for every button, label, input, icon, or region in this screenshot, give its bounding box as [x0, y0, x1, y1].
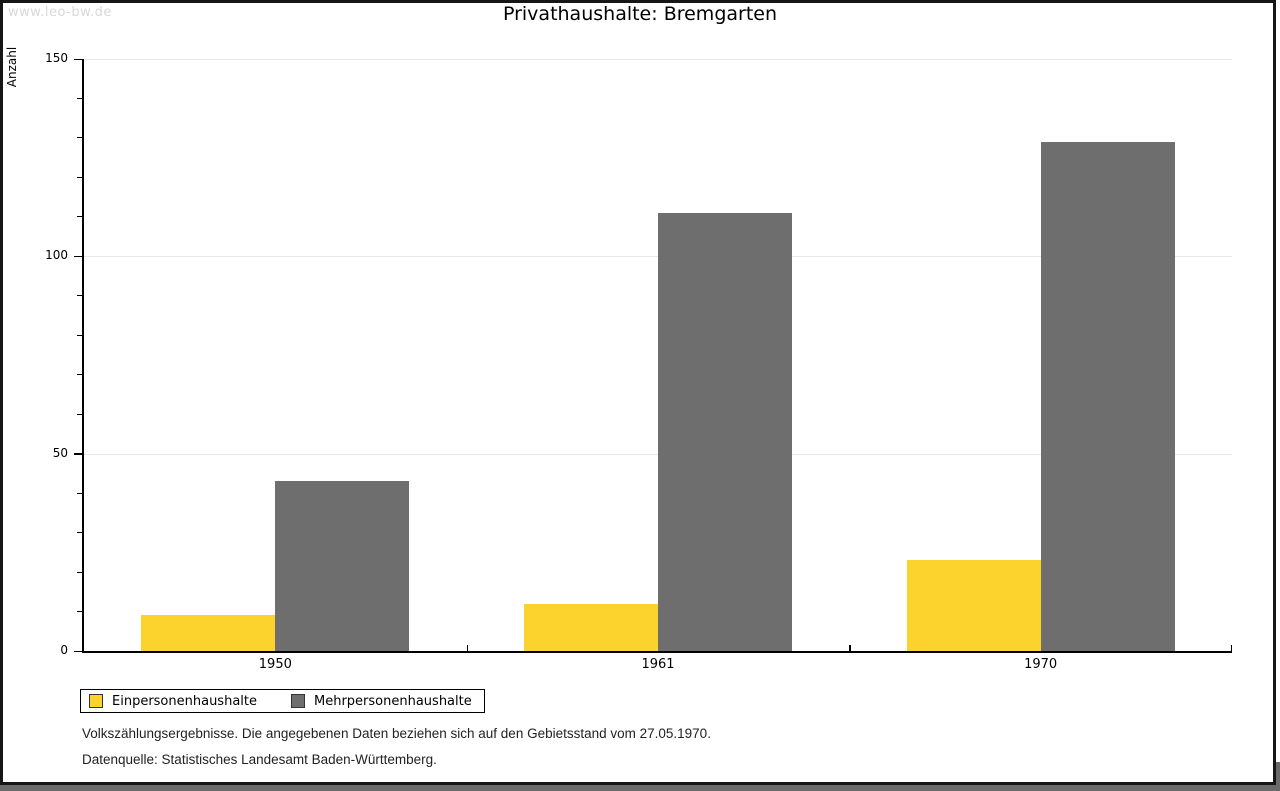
x-axis-end-tick	[1230, 645, 1232, 651]
y-axis-major-tick	[74, 255, 82, 258]
window-shadow-bottom	[0, 785, 1280, 791]
x-axis-tick-label-1950: 1950	[258, 657, 292, 672]
y-axis-minor-tick	[77, 97, 82, 99]
y-axis-minor-tick	[77, 176, 82, 178]
plot-area: 0 50 100 150 1950 1961 1970	[45, 51, 1232, 672]
bar-mehrpersonenhaushalte-1961	[658, 212, 792, 651]
gridline-150	[84, 59, 1232, 60]
x-axis-tick	[466, 645, 469, 651]
y-axis-minor-tick	[77, 374, 82, 376]
y-axis-minor-tick	[77, 532, 82, 534]
window-shadow-right	[1276, 762, 1280, 791]
bar-einpersonenhaushalte-1961	[524, 603, 658, 651]
y-axis-minor-tick	[77, 571, 82, 573]
bar-mehrpersonenhaushalte-1950	[275, 481, 410, 651]
bar-einpersonenhaushalte-1950	[141, 615, 276, 651]
y-axis-minor-tick	[77, 295, 82, 297]
legend-item-einpersonenhaushalte: Einpersonenhaushalte	[89, 694, 257, 709]
x-axis-tick-label-1970: 1970	[1024, 657, 1058, 672]
y-axis-major-tick	[74, 58, 82, 60]
y-axis-minor-tick	[77, 492, 82, 494]
y-axis-minor-tick	[77, 413, 82, 415]
y-axis-minor-tick	[77, 216, 82, 218]
x-axis-tick-label-1961: 1961	[641, 657, 675, 672]
legend-swatch-mehrpersonenhaushalte	[291, 694, 305, 708]
y-axis-minor-tick	[77, 611, 82, 613]
footer-note-source-date: Volkszählungsergebnisse. Die angegebenen…	[82, 726, 711, 741]
legend-label-einpersonenhaushalte: Einpersonenhaushalte	[112, 693, 257, 709]
bar-einpersonenhaushalte-1970	[906, 560, 1041, 651]
footer-note-data-source: Datenquelle: Statistisches Landesamt Bad…	[82, 752, 437, 767]
y-axis-title: Anzahl	[5, 46, 19, 88]
y-axis-minor-tick	[77, 334, 82, 336]
legend-swatch-einpersonenhaushalte	[89, 694, 103, 708]
y-axis-tick-label: 150	[45, 51, 68, 65]
y-axis-minor-tick	[77, 137, 82, 139]
x-axis-tick	[849, 645, 851, 651]
y-axis-tick-label: 100	[45, 248, 68, 263]
watermark: www.leo-bw.de	[8, 5, 112, 20]
y-axis-major-tick	[74, 453, 82, 455]
y-axis-major-tick	[74, 650, 82, 652]
y-axis-tick-label: 50	[52, 445, 68, 460]
legend-item-mehrpersonenhaushalte: Mehrpersonenhaushalte	[291, 694, 472, 709]
y-axis-tick-label: 0	[60, 643, 68, 657]
legend: Einpersonenhaushalte Mehrpersonenhaushal…	[80, 689, 485, 713]
chart-title: Privathaushalte: Bremgarten	[502, 3, 778, 25]
bar-mehrpersonenhaushalte-1970	[1040, 141, 1175, 651]
legend-label-mehrpersonenhaushalte: Mehrpersonenhaushalte	[314, 693, 472, 709]
